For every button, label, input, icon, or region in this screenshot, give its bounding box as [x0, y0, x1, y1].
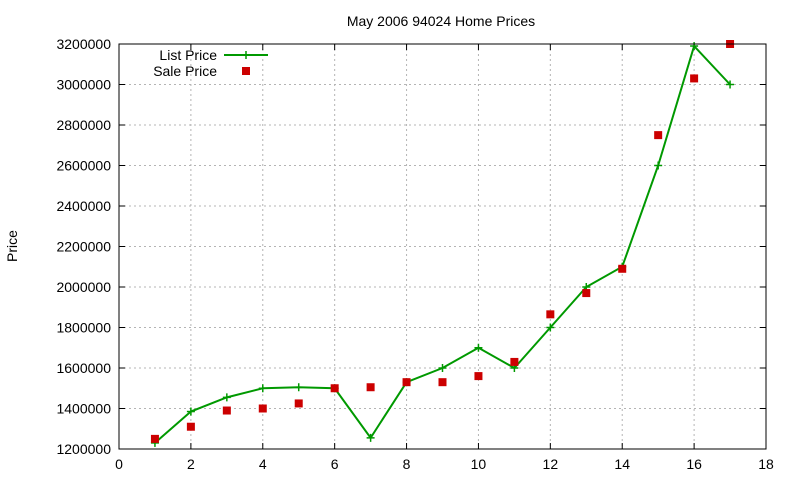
- legend-marker-list-price: [242, 51, 250, 59]
- y-tick-label: 1200000: [56, 441, 111, 457]
- list-price-point: [438, 364, 447, 372]
- x-tick-label: 16: [686, 456, 702, 472]
- y-tick-label: 2800000: [56, 117, 111, 133]
- legend-label-list-price: List Price: [159, 47, 217, 63]
- y-tick-label: 3200000: [56, 36, 111, 52]
- plot-frame: [118, 43, 767, 450]
- x-tick-label: 8: [403, 456, 411, 472]
- list-price-point: [654, 161, 663, 170]
- y-axis-label: Price: [4, 230, 20, 262]
- list-price-point: [474, 343, 483, 352]
- sale-price-point: [690, 74, 699, 83]
- sale-price-point: [654, 131, 663, 140]
- x-tick-label: 2: [187, 456, 195, 472]
- sale-price-point: [438, 378, 447, 387]
- legend: List Price Sale Price: [153, 47, 268, 79]
- y-tick-label: 2400000: [56, 198, 111, 214]
- sale-price-point: [546, 310, 555, 319]
- list-price-point: [258, 384, 267, 393]
- y-tick-label: 2200000: [56, 239, 111, 255]
- sale-price-point: [510, 357, 519, 366]
- y-tick-label: 1600000: [56, 360, 111, 376]
- sale-price-point: [222, 406, 231, 415]
- x-tick-label: 12: [543, 456, 559, 472]
- y-tick-label: 2000000: [56, 279, 111, 295]
- x-tick-label: 4: [259, 456, 267, 472]
- grid: [119, 44, 766, 449]
- legend-marker-sale-price: [242, 67, 250, 75]
- sale-price-point: [294, 399, 303, 408]
- sale-price-point: [186, 422, 195, 431]
- list-price-point: [690, 42, 699, 51]
- sale-price-point: [402, 378, 411, 387]
- y-tick-label: 3000000: [56, 77, 111, 93]
- list-price-point: [222, 393, 231, 402]
- x-tick-label: 14: [614, 456, 630, 472]
- x-tick-label: 10: [471, 456, 487, 472]
- axis-ticks: 0 2 4 6 8 10 12 14 16 18 1200000 1400000 1600000 1800…: [56, 36, 774, 472]
- list-price-point: [186, 407, 195, 416]
- sale-price-point: [366, 383, 375, 392]
- list-price-point: [294, 383, 303, 392]
- legend-label-sale-price: Sale Price: [153, 63, 217, 79]
- y-tick-label: 1800000: [56, 320, 111, 336]
- sale-price-point: [474, 372, 483, 381]
- x-tick-label: 18: [758, 456, 774, 472]
- x-tick-label: 6: [331, 456, 339, 472]
- chart-title: May 2006 94024 Home Prices: [347, 13, 535, 29]
- list-price-point: [726, 80, 735, 89]
- sale-price-point: [618, 264, 627, 273]
- y-tick-label: 1400000: [56, 401, 111, 417]
- x-tick-label: 0: [115, 456, 123, 472]
- list-price-point: [366, 433, 375, 442]
- sale-price-point: [258, 404, 267, 413]
- series-layer: [150, 40, 735, 447]
- sale-price-point: [582, 289, 591, 298]
- y-tick-label: 2600000: [56, 158, 111, 174]
- sale-price-point: [150, 434, 159, 443]
- sale-price-point: [330, 384, 339, 393]
- list-price-point: [546, 323, 555, 332]
